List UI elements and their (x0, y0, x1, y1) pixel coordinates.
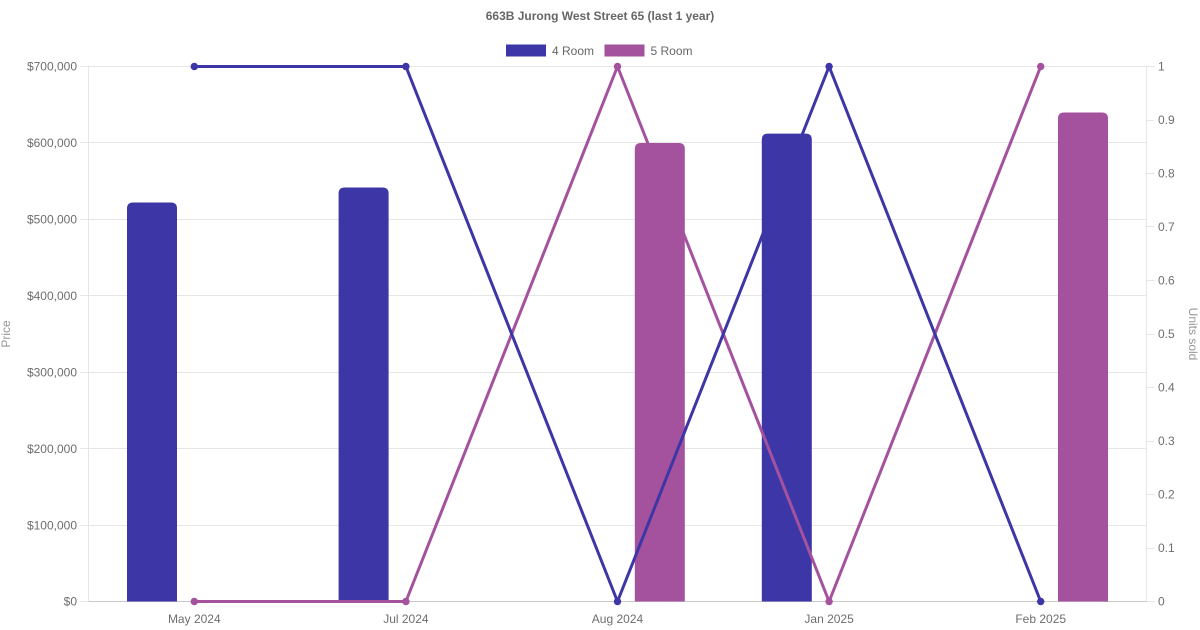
svg-text:0.4: 0.4 (1158, 381, 1175, 395)
svg-text:$600,000: $600,000 (27, 136, 77, 150)
svg-text:663B Jurong West Street 65 (la: 663B Jurong West Street 65 (last 1 year) (486, 9, 715, 23)
svg-text:May 2024: May 2024 (168, 612, 221, 626)
svg-text:4 Room: 4 Room (552, 44, 594, 58)
svg-text:0.8: 0.8 (1158, 167, 1175, 181)
svg-text:1: 1 (1158, 60, 1165, 74)
svg-text:0.9: 0.9 (1158, 113, 1175, 127)
svg-text:$500,000: $500,000 (27, 213, 77, 227)
svg-text:0.3: 0.3 (1158, 434, 1175, 448)
svg-text:0.7: 0.7 (1158, 220, 1175, 234)
svg-text:$0: $0 (64, 595, 78, 609)
svg-text:Units sold: Units sold (1186, 308, 1200, 361)
svg-text:Aug 2024: Aug 2024 (592, 612, 644, 626)
svg-text:Price: Price (0, 320, 13, 348)
svg-text:0.5: 0.5 (1158, 327, 1175, 341)
svg-text:Jan 2025: Jan 2025 (804, 612, 854, 626)
svg-text:$400,000: $400,000 (27, 289, 77, 303)
svg-text:$300,000: $300,000 (27, 365, 77, 379)
svg-text:Jul 2024: Jul 2024 (383, 612, 429, 626)
svg-text:$200,000: $200,000 (27, 442, 77, 456)
svg-text:0: 0 (1158, 595, 1165, 609)
svg-text:0.1: 0.1 (1158, 541, 1175, 555)
svg-text:0.6: 0.6 (1158, 274, 1175, 288)
svg-text:Feb 2025: Feb 2025 (1015, 612, 1066, 626)
svg-text:$700,000: $700,000 (27, 60, 77, 74)
svg-text:$100,000: $100,000 (27, 518, 77, 532)
svg-text:0.2: 0.2 (1158, 488, 1175, 502)
svg-text:5 Room: 5 Room (651, 44, 693, 58)
